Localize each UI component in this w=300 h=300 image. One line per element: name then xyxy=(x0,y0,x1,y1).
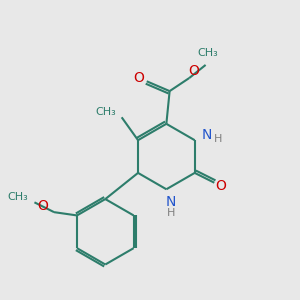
Text: N: N xyxy=(202,128,212,142)
Text: H: H xyxy=(167,208,176,218)
Text: H: H xyxy=(214,134,222,143)
Text: O: O xyxy=(133,71,144,85)
Text: N: N xyxy=(166,195,176,209)
Text: O: O xyxy=(37,199,48,213)
Text: O: O xyxy=(215,179,226,193)
Text: O: O xyxy=(189,64,200,79)
Text: CH₃: CH₃ xyxy=(95,107,116,117)
Text: CH₃: CH₃ xyxy=(197,49,218,58)
Text: CH₃: CH₃ xyxy=(8,192,29,203)
